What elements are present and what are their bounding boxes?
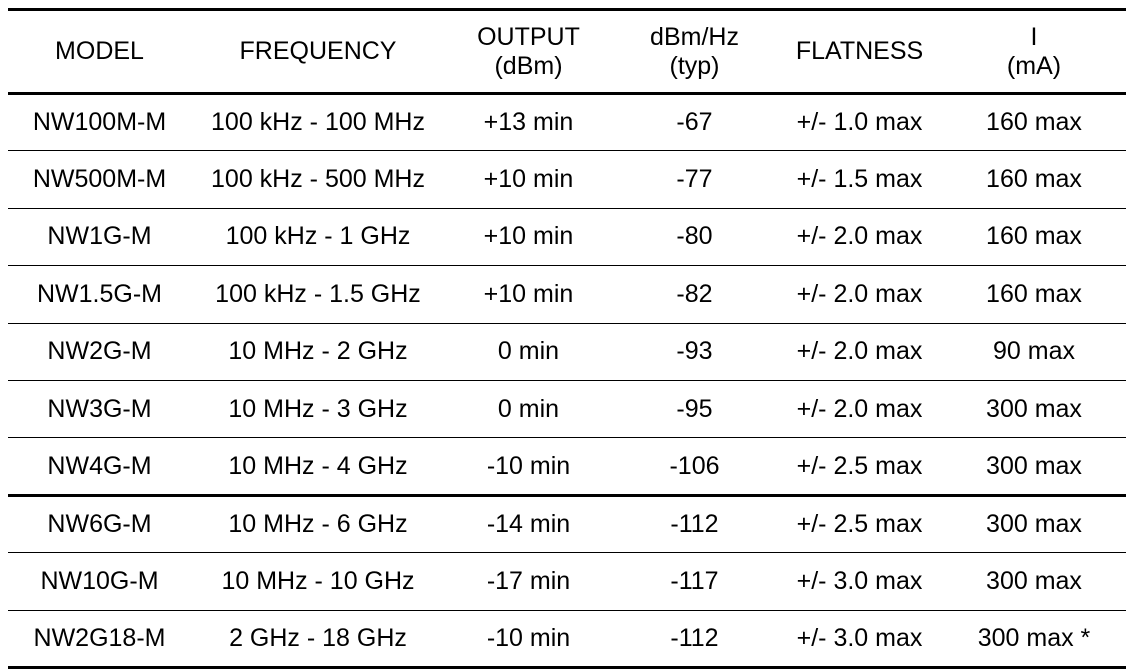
table-row: NW4G-M 10 MHz - 4 GHz -10 min -106 +/- 2.5 m… (8, 438, 1126, 496)
table-cell: -14 min (486, 509, 571, 538)
table-cell: 160 max (986, 108, 1082, 137)
table-cell: 10 MHz - 10 GHz (221, 566, 415, 595)
table-cell: 100 kHz - 500 MHz (211, 165, 425, 194)
table-cell: -93 (676, 337, 713, 366)
table-cell: NW1.5G-M (37, 279, 162, 308)
table-cell: -10 min (486, 623, 571, 652)
header-text: MODEL (55, 37, 144, 65)
header-cell: MODEL (8, 10, 191, 94)
table-body: NW100M-M 100 kHz - 100 MHz +13 min -67 +/- 1… (8, 94, 1126, 668)
table-header: MODEL FREQUENCY OUTPUT (dBm) dBm/Hz (typ) FLAT… (8, 10, 1126, 94)
header-text: OUTPUT (477, 22, 580, 51)
header-cell: OUTPUT (dBm) (445, 10, 612, 94)
table-cell: +/- 2.5 max (796, 451, 923, 480)
table-cell: 100 kHz - 1.5 GHz (215, 279, 421, 308)
table-cell: +13 min (483, 108, 574, 137)
header-cell: FLATNESS (777, 10, 942, 94)
table-cell: +/- 3.0 max (796, 623, 923, 652)
table-cell: -95 (676, 394, 713, 423)
table-cell: -67 (676, 108, 713, 137)
table-row: NW1.5G-M 100 kHz - 1.5 GHz +10 min -82 +/- 2… (8, 266, 1126, 324)
table-cell: 300 max (986, 394, 1082, 423)
table-cell: 160 max (986, 222, 1082, 251)
table-cell: +/- 2.0 max (796, 394, 923, 423)
spec-table: MODEL FREQUENCY OUTPUT (dBm) dBm/Hz (typ) FLAT… (8, 8, 1126, 669)
table-cell: NW500M-M (32, 165, 167, 194)
table-cell: +/- 1.0 max (796, 108, 923, 137)
table-row: NW1G-M 100 kHz - 1 GHz +10 min -80 +/- 2.0 m… (8, 208, 1126, 266)
table-cell: 10 MHz - 3 GHz (228, 394, 408, 423)
table-cell: 2 GHz - 18 GHz (229, 623, 407, 652)
table-cell: 0 min (497, 394, 560, 423)
table-cell: -117 (670, 566, 719, 595)
header-cell: I (mA) (942, 10, 1126, 94)
table-cell: +10 min (483, 165, 574, 194)
table-row: NW10G-M 10 MHz - 10 GHz -17 min -117 +/- 3.0… (8, 553, 1126, 611)
table-cell: NW2G18-M (33, 623, 166, 652)
header-text: dBm/Hz (650, 22, 739, 51)
table-cell: -82 (676, 279, 713, 308)
header-row: MODEL FREQUENCY OUTPUT (dBm) dBm/Hz (typ) FLAT… (8, 10, 1126, 94)
table-cell: +/- 2.0 max (796, 279, 923, 308)
header-text: FLATNESS (795, 37, 924, 65)
table-cell: NW2G-M (47, 337, 152, 366)
table-cell: 300 max (986, 509, 1082, 538)
table-cell: 160 max (986, 165, 1082, 194)
table-row: NW3G-M 10 MHz - 3 GHz 0 min -95 +/- 2.0 max 3… (8, 380, 1126, 438)
table-cell: 90 max (993, 337, 1075, 366)
table-cell: NW100M-M (32, 108, 167, 137)
table-cell: 300 max * (977, 623, 1091, 652)
table-cell: +/- 2.0 max (796, 222, 923, 251)
table-row: NW500M-M 100 kHz - 500 MHz +10 min -77 +/- 1… (8, 151, 1126, 209)
table-cell: NW1G-M (47, 222, 152, 251)
table-cell: -80 (676, 222, 713, 251)
table-cell: -17 min (486, 566, 571, 595)
header-text: (mA) (1006, 51, 1062, 80)
table-row: NW2G18-M 2 GHz - 18 GHz -10 min -112 +/- 3.0… (8, 610, 1126, 668)
table-cell: +/- 3.0 max (796, 566, 923, 595)
header-cell: dBm/Hz (typ) (612, 10, 777, 94)
table-cell: 100 kHz - 100 MHz (211, 108, 425, 137)
table-cell: 100 kHz - 1 GHz (225, 222, 411, 251)
table-cell: NW3G-M (47, 394, 152, 423)
table-cell: 10 MHz - 2 GHz (228, 337, 408, 366)
table-cell: 300 max (986, 566, 1082, 595)
table-cell: +/- 2.5 max (796, 509, 923, 538)
table-cell: 0 min (497, 337, 560, 366)
table-cell: NW6G-M (47, 509, 152, 538)
header-text: FREQUENCY (239, 37, 397, 65)
table-cell: 160 max (986, 279, 1082, 308)
header-text: (typ) (669, 51, 720, 80)
header-cell: FREQUENCY (191, 10, 445, 94)
table-cell: NW10G-M (40, 566, 159, 595)
table-cell: 10 MHz - 4 GHz (228, 451, 408, 480)
table-cell: -112 (670, 509, 719, 538)
table-cell: +/- 2.0 max (796, 337, 923, 366)
table-cell: -112 (670, 623, 719, 652)
header-text: (dBm) (494, 51, 563, 80)
header-text: I (1030, 22, 1038, 51)
table-cell: -10 min (486, 451, 571, 480)
table-row: NW6G-M 10 MHz - 6 GHz -14 min -112 +/- 2.5 m… (8, 495, 1126, 553)
table-cell: 10 MHz - 6 GHz (228, 509, 408, 538)
table-cell: +10 min (483, 222, 574, 251)
table-cell: NW4G-M (47, 451, 152, 480)
table-cell: -106 (669, 451, 720, 480)
table-cell: 300 max (986, 451, 1082, 480)
table-cell: +10 min (483, 279, 574, 308)
table-row: NW100M-M 100 kHz - 100 MHz +13 min -67 +/- 1… (8, 94, 1126, 151)
table-row: NW2G-M 10 MHz - 2 GHz 0 min -93 +/- 2.0 max 9… (8, 323, 1126, 381)
table-cell: +/- 1.5 max (796, 165, 923, 194)
table-cell: -77 (676, 165, 713, 194)
